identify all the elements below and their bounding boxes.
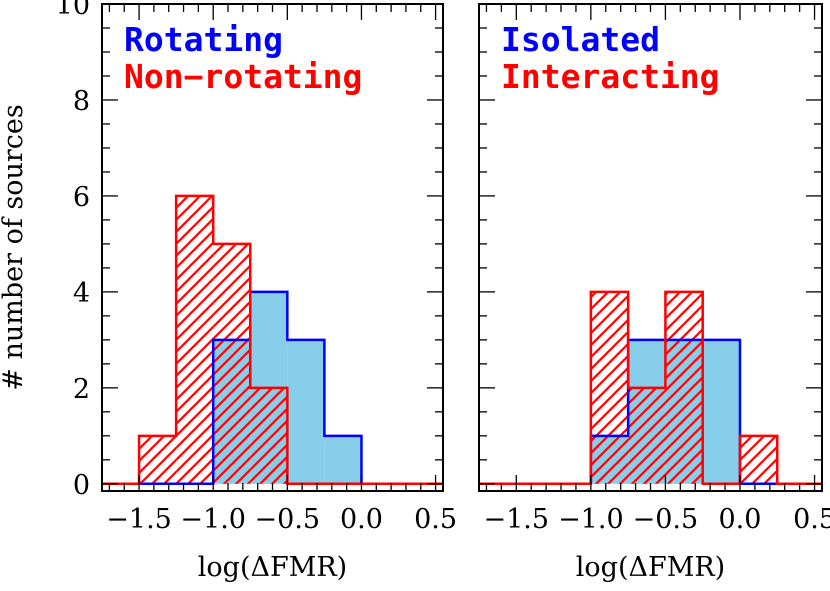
bar-hatched-0 [590,291,629,484]
series-outline-rotating [102,290,443,486]
bar-rotating-5 [324,435,362,484]
bar-isolated-3 [702,339,740,484]
series-outline-hatched [102,194,443,486]
x-tick-label: 0.5 [793,504,830,535]
panel-left: −1.5 −1.0 −0.5 0.0 0.5 0 2 4 6 8 10 log(ΔFMR) # numb… [0,0,457,583]
x-tick-label: 0.0 [719,504,762,535]
x-tick-label: 0.5 [414,504,457,535]
bar-rotating-4 [287,339,325,484]
x-tick-label: −0.5 [255,504,321,535]
x-tick-label: 0.0 [340,504,383,535]
y-axis-label: # number of sources [0,104,29,391]
y-tick-label: 8 [73,86,90,117]
legend-entry: Rotating [124,20,283,59]
y-tick-label: 6 [73,182,90,213]
legend-entry: Non−rotating [124,57,362,96]
x-tick-label: −1.5 [484,504,550,535]
legend-entry: Isolated [501,20,660,59]
bar-hatched-0 [139,435,177,484]
x-tick-label: −1.0 [180,504,246,535]
series-outline-hatched [479,290,822,486]
bar-hatched-1 [176,195,214,484]
y-tick-label: 10 [56,0,90,21]
legend-entry: Interacting [501,57,720,96]
bar-hatched-2 [213,243,251,484]
panel-right: −1.5 −1.0 −0.5 0.0 0.5 log(ΔFMR) IsolatedInter… [478,3,830,583]
bar-hatched-2 [665,291,703,484]
x-tick-label: −1.0 [558,504,624,535]
x-axis-label: log(ΔFMR) [576,552,725,583]
x-tick-label: −1.5 [106,504,172,535]
x-tick-label: −0.5 [633,504,699,535]
bar-hatched-1 [628,387,666,484]
y-tick-label: 0 [73,470,90,501]
bar-hatched-3 [250,387,288,484]
y-tick-label: 4 [73,278,90,309]
x-axis-label: log(ΔFMR) [198,552,347,583]
bar-hatched-4 [739,435,778,484]
y-tick-label: 2 [73,374,90,405]
